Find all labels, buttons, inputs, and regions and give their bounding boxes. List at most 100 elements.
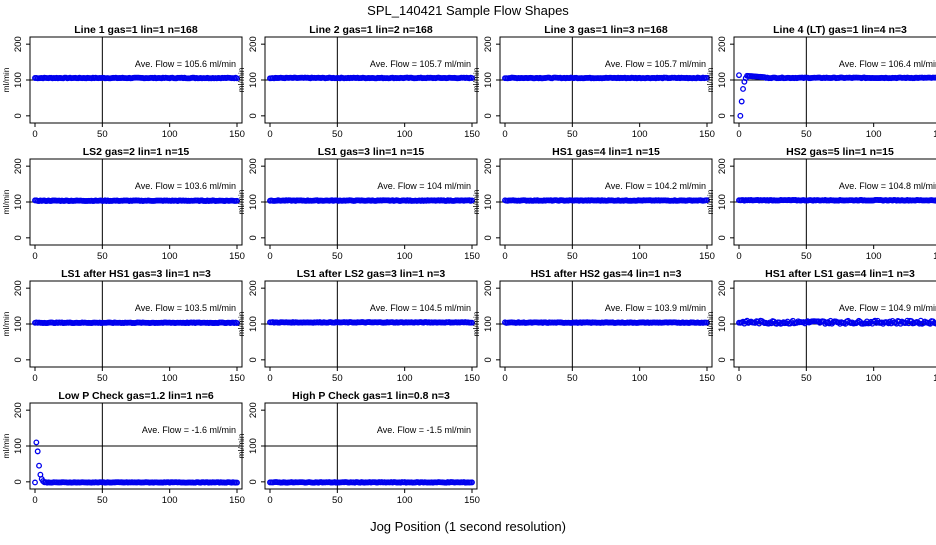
- data-point: [469, 479, 475, 486]
- y-tick-label: 200: [483, 158, 494, 174]
- y-tick-label: 0: [248, 357, 259, 362]
- chart-panel-11: HS1 after HS2 gas=4 lin=1 n=3 0 50 100 150 0 1…: [471, 268, 715, 384]
- panel-title: HS1 gas=4 lin=1 n=15: [552, 146, 660, 158]
- x-tick-label: 50: [97, 373, 108, 384]
- x-tick-label: 0: [267, 129, 272, 140]
- x-tick-label: 0: [267, 251, 272, 262]
- data-point: [765, 320, 772, 327]
- x-tick-label: 0: [736, 373, 741, 384]
- y-tick-label: 0: [717, 357, 728, 362]
- x-tick-label: 150: [229, 495, 245, 506]
- y-tick-label: 100: [483, 72, 494, 88]
- chart-panel-5: LS2 gas=2 lin=1 n=15 0 50 100 150 0 100 200 ml/m…: [1, 146, 245, 262]
- chart-panel-7: HS1 gas=4 lin=1 n=15 0 50 100 150 0 100 200 ml/m…: [471, 146, 715, 262]
- x-tick-label: 150: [229, 373, 245, 384]
- x-tick-label: 50: [97, 251, 108, 262]
- x-tick-label: 100: [632, 251, 648, 262]
- data-point: [234, 479, 240, 486]
- average-flow-annotation: Ave. Flow = 106.4 ml/min: [839, 59, 936, 69]
- panel-title: LS1 after HS1 gas=3 lin=1 n=3: [61, 268, 211, 280]
- average-flow-annotation: Ave. Flow = 103.5 ml/min: [135, 303, 236, 313]
- y-tick-label: 200: [13, 158, 24, 174]
- average-flow-annotation: Ave. Flow = 104.8 ml/min: [839, 181, 936, 191]
- data-point: [34, 448, 41, 455]
- x-tick-label: 100: [632, 373, 648, 384]
- y-tick-label: 200: [248, 280, 259, 296]
- y-tick-label: 200: [717, 158, 728, 174]
- x-tick-label: 50: [801, 129, 812, 140]
- average-flow-annotation: Ave. Flow = 104.5 ml/min: [370, 303, 471, 313]
- x-tick-label: 0: [32, 129, 37, 140]
- x-tick-label: 150: [464, 373, 480, 384]
- data-points: [736, 317, 936, 327]
- data-point: [33, 439, 40, 446]
- y-axis-label: ml/min: [1, 433, 11, 458]
- y-tick-label: 200: [13, 36, 24, 52]
- y-axis-label: ml/min: [471, 189, 481, 214]
- y-tick-label: 100: [483, 194, 494, 210]
- x-tick-label: 50: [332, 251, 343, 262]
- y-tick-label: 0: [717, 235, 728, 240]
- panel-title: LS1 after LS2 gas=3 lin=1 n=3: [297, 268, 446, 280]
- x-tick-label: 50: [567, 373, 578, 384]
- y-tick-label: 200: [483, 36, 494, 52]
- panel-title: Line 1 gas=1 lin=1 n=168: [74, 24, 198, 36]
- x-tick-label: 150: [699, 129, 715, 140]
- x-tick-label: 150: [933, 251, 936, 262]
- panel-title: HS1 after LS1 gas=4 lin=1 n=3: [765, 268, 915, 280]
- average-flow-annotation: Ave. Flow = 104.2 ml/min: [605, 181, 706, 191]
- x-tick-label: 100: [866, 373, 882, 384]
- chart-panel-2: Line 2 gas=1 lin=2 n=168 0 50 100 150 0 100 200…: [236, 24, 480, 140]
- panel-title: HS1 after HS2 gas=4 lin=1 n=3: [531, 268, 682, 280]
- average-flow-annotation: Ave. Flow = 105.7 ml/min: [370, 59, 471, 69]
- panel-title: Line 2 gas=1 lin=2 n=168: [309, 24, 433, 36]
- y-tick-label: 0: [717, 113, 728, 118]
- x-tick-label: 50: [97, 495, 108, 506]
- figure-title: SPL_140421 Sample Flow Shapes: [367, 3, 569, 18]
- data-point: [36, 462, 42, 469]
- x-tick-label: 50: [332, 495, 343, 506]
- x-tick-label: 0: [32, 251, 37, 262]
- x-tick-label: 0: [32, 373, 37, 384]
- panel-title: LS2 gas=2 lin=1 n=15: [83, 146, 190, 158]
- chart-panel-14: High P Check gas=1 lin=0.8 n=3 0 50 100 150 0…: [236, 390, 480, 506]
- y-tick-label: 100: [13, 72, 24, 88]
- data-point: [469, 319, 475, 326]
- average-flow-annotation: Ave. Flow = 103.6 ml/min: [135, 181, 236, 191]
- data-points: [32, 319, 240, 327]
- y-axis-label: ml/min: [236, 311, 246, 336]
- x-tick-label: 150: [229, 251, 245, 262]
- x-tick-label: 150: [464, 495, 480, 506]
- data-points: [267, 74, 475, 82]
- y-tick-label: 0: [13, 357, 24, 362]
- x-tick-label: 150: [933, 129, 936, 140]
- data-point: [736, 72, 742, 79]
- y-tick-label: 200: [483, 280, 494, 296]
- y-tick-label: 200: [13, 280, 24, 296]
- y-axis-label: ml/min: [1, 311, 11, 336]
- y-tick-label: 0: [248, 235, 259, 240]
- average-flow-annotation: Ave. Flow = -1.5 ml/min: [377, 425, 471, 435]
- y-axis-label: ml/min: [471, 311, 481, 336]
- average-flow-annotation: Ave. Flow = 104.9 ml/min: [839, 303, 936, 313]
- x-tick-label: 100: [632, 129, 648, 140]
- chart-panel-12: HS1 after LS1 gas=4 lin=1 n=3 0 50 100 150 0 1…: [705, 268, 936, 384]
- average-flow-annotation: Ave. Flow = 105.7 ml/min: [605, 59, 706, 69]
- data-point: [704, 197, 710, 204]
- data-point: [934, 74, 936, 81]
- y-tick-label: 0: [248, 479, 259, 484]
- data-point: [469, 197, 475, 204]
- data-points: [32, 74, 240, 82]
- y-tick-label: 200: [248, 158, 259, 174]
- chart-panel-13: Low P Check gas=1.2 lin=1 n=6 0 50 100 150 0 1…: [1, 390, 245, 506]
- panel-title: High P Check gas=1 lin=0.8 n=3: [292, 390, 450, 402]
- chart-panel-3: Line 3 gas=1 lin=3 n=168 0 50 100 150 0 100 200…: [471, 24, 715, 140]
- y-axis-label: ml/min: [236, 433, 246, 458]
- y-axis-label: ml/min: [471, 67, 481, 92]
- y-tick-label: 200: [717, 280, 728, 296]
- y-tick-label: 100: [13, 316, 24, 332]
- x-tick-label: 0: [736, 129, 741, 140]
- x-tick-label: 100: [397, 251, 413, 262]
- y-tick-label: 100: [717, 194, 728, 210]
